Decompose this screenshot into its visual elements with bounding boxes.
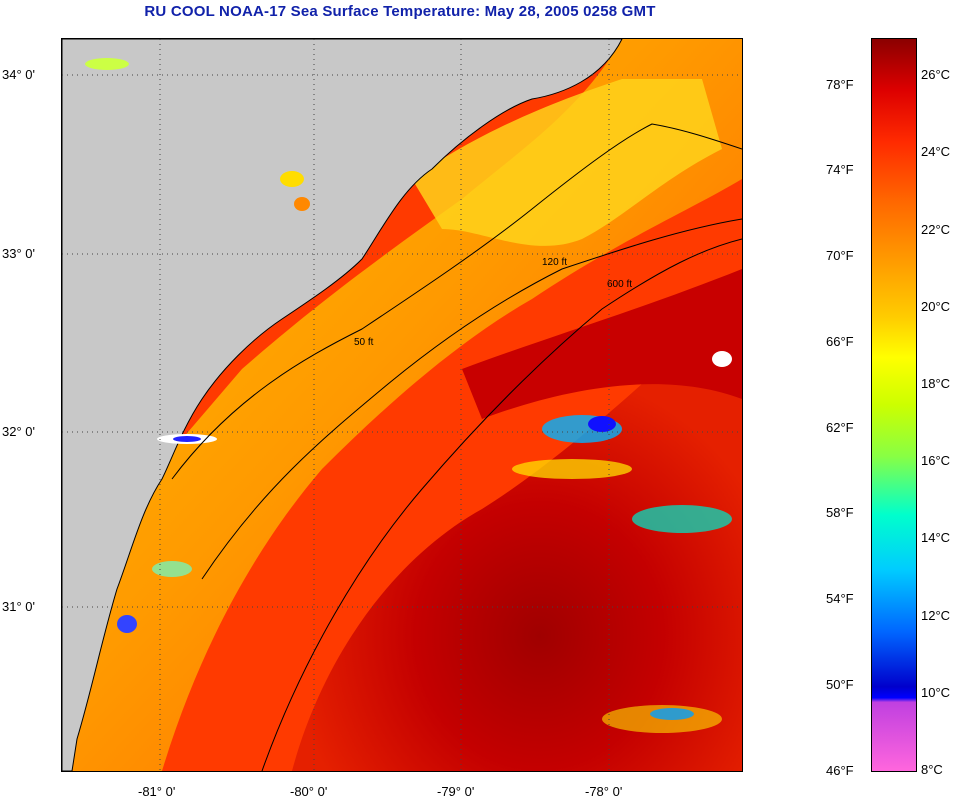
lat-label-33: 33° 0'	[2, 246, 35, 261]
lon-label-79: -79° 0'	[437, 784, 475, 799]
colorbar-c-10: 10°C	[921, 685, 951, 700]
colorbar-c-26: 26°C	[921, 67, 951, 82]
contour-label-50ft: 50 ft	[354, 337, 374, 348]
sst-map-canvas: 50 ft 120 ft 600 ft	[62, 39, 742, 771]
colorbar-f-54: 54°F	[826, 591, 854, 606]
lon-label-81: -81° 0'	[138, 784, 176, 799]
colorbar-c-14: 14°C	[921, 530, 951, 545]
lat-label-31: 31° 0'	[2, 599, 35, 614]
colorbar-c-8: 8°C	[921, 762, 943, 777]
lat-label-32: 32° 0'	[2, 424, 35, 439]
colorbar-f-74: 74°F	[826, 162, 854, 177]
gulf-stream-region	[292, 289, 742, 771]
contour-label-600ft: 600 ft	[607, 279, 632, 290]
land-area	[62, 39, 623, 771]
colorbar-f-46: 46°F	[826, 763, 854, 778]
lon-label-78: -78° 0'	[585, 784, 623, 799]
contour-50ft	[171, 123, 742, 480]
colorbar-f-62: 62°F	[826, 420, 854, 435]
sst-map: 50 ft 120 ft 600 ft	[61, 38, 743, 772]
contour-600ft	[261, 238, 742, 771]
colorbar-c-16: 16°C	[921, 453, 951, 468]
colorbar-f-70: 70°F	[826, 248, 854, 263]
colorbar-f-50: 50°F	[826, 677, 854, 692]
lat-label-34: 34° 0'	[2, 67, 35, 82]
cool-nearshore-water	[412, 79, 722, 246]
contour-120ft	[201, 218, 742, 580]
warm-band	[462, 269, 742, 419]
temperature-colorbar	[871, 38, 917, 772]
colorbar-c-20: 20°C	[921, 299, 951, 314]
colorbar-c-24: 24°C	[921, 144, 951, 159]
colorbar-f-78: 78°F	[826, 77, 854, 92]
colorbar-c-18: 18°C	[921, 376, 951, 391]
contour-label-120ft: 120 ft	[542, 257, 567, 268]
colorbar-f-58: 58°F	[826, 505, 854, 520]
colorbar-c-12: 12°C	[921, 608, 951, 623]
colorbar-f-66: 66°F	[826, 334, 854, 349]
map-title: RU COOL NOAA-17 Sea Surface Temperature:…	[144, 3, 656, 20]
colorbar-c-22: 22°C	[921, 222, 951, 237]
lon-label-80: -80° 0'	[290, 784, 328, 799]
